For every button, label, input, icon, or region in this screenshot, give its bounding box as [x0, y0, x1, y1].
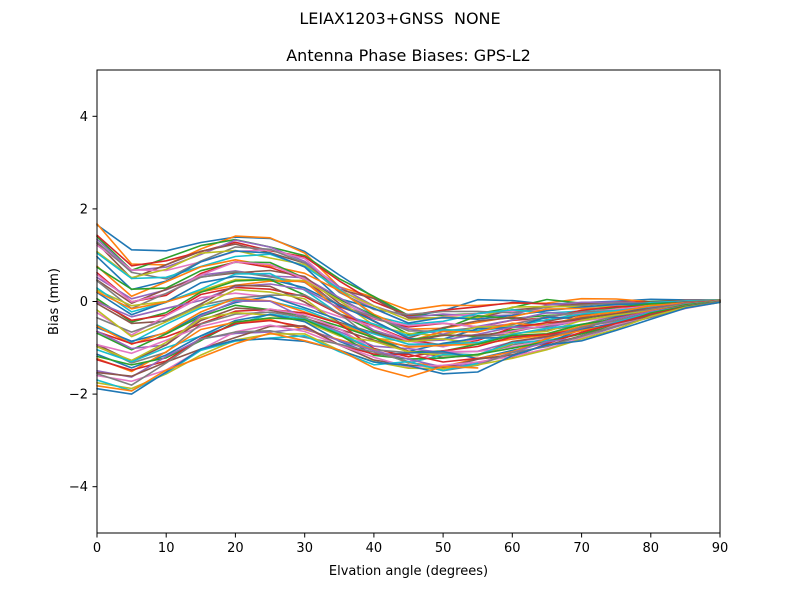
bias-curve: [96, 301, 721, 390]
bias-curve: [96, 250, 721, 324]
y-tick-label: 0: [80, 295, 88, 310]
x-tick-label: 70: [573, 541, 590, 556]
x-tick-label: 30: [296, 541, 313, 556]
x-tick-label: 60: [504, 541, 521, 556]
y-tick-label: −4: [69, 480, 88, 495]
figure-title: LEIAX1203+GNSS NONE: [299, 9, 501, 28]
y-axis-label: Bias (mm): [47, 268, 62, 335]
y-tick-label: 2: [80, 202, 88, 217]
y-tick-label: 4: [80, 110, 88, 125]
axes-title: Antenna Phase Biases: GPS-L2: [286, 46, 531, 65]
x-tick-label: 80: [643, 541, 660, 556]
bias-curve: [96, 272, 721, 337]
bias-curve: [96, 260, 721, 328]
x-tick-label: 90: [712, 541, 729, 556]
bias-curve: [96, 294, 721, 348]
bias-curve: [96, 261, 721, 328]
y-tick-label: −2: [69, 388, 88, 403]
bias-curve: [96, 223, 721, 312]
x-tick-label: 10: [158, 541, 175, 556]
x-tick-label: 0: [93, 541, 101, 556]
bias-curve: [96, 288, 721, 345]
x-tick-label: 50: [435, 541, 452, 556]
x-tick-label: 20: [227, 541, 244, 556]
bias-curve: [96, 301, 721, 395]
bias-curve: [96, 300, 721, 354]
bias-curve: [96, 332, 479, 392]
x-axis-label: Elvation angle (degrees): [329, 564, 488, 579]
x-tick-label: 40: [366, 541, 383, 556]
